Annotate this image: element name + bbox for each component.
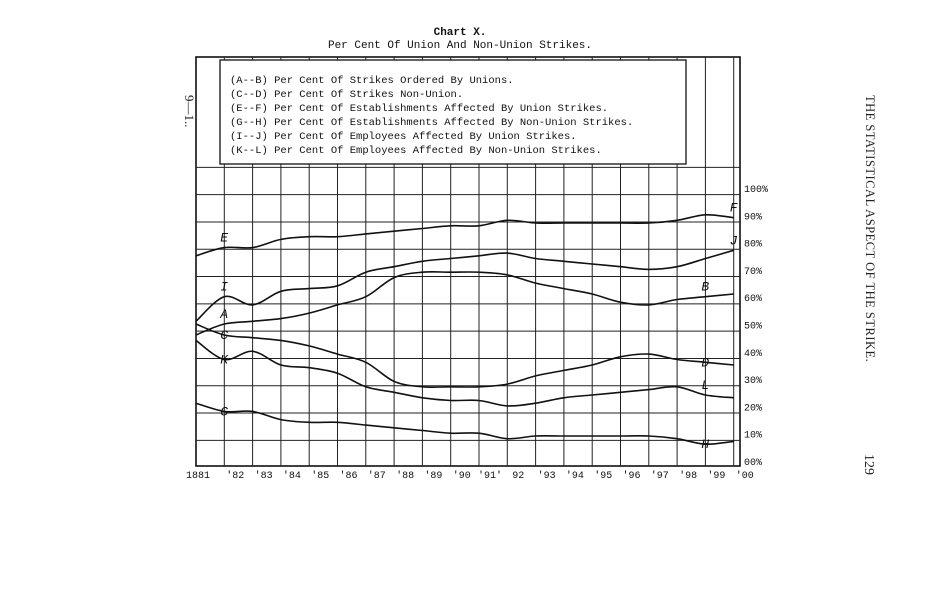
curve-label: A [219, 307, 228, 322]
curve-labels: E F J I B ACK DL G H [219, 201, 737, 453]
legend-box [219, 59, 687, 165]
x-tick-label: '98 [679, 470, 697, 482]
series-line-g-h [195, 402, 734, 446]
x-tick-label: '97 [651, 470, 669, 482]
y-tick-label: 30% [744, 376, 762, 387]
y-tick-label: 40% [744, 349, 762, 360]
x-tick-label: 1881 [186, 471, 210, 482]
x-tick-label: '91' [478, 470, 502, 482]
x-tick-label: '85 [311, 470, 329, 482]
legend-entry: (C--D) Per Cent Of Strikes Non-Union. [230, 89, 463, 101]
y-tick-label: 100% [744, 185, 768, 196]
y-tick-label: 50% [744, 322, 762, 333]
legend-entry: (A--B) Per Cent Of Strikes Ordered By Un… [230, 75, 514, 87]
x-tick-label: '86 [339, 470, 357, 482]
series-line-k-l [195, 339, 734, 407]
y-tick-label: 80% [744, 240, 762, 251]
y-tick-label: 20% [744, 403, 762, 414]
curve-label: J [730, 233, 738, 248]
x-tick-label: '84 [283, 470, 301, 482]
x-tick-label: '99 [707, 470, 725, 482]
chart-series [195, 213, 734, 446]
x-tick-label: '89 [424, 470, 442, 482]
x-tick-label: '00 [736, 470, 754, 482]
legend-entry: (K--L) Per Cent Of Employees Affected By… [230, 145, 602, 157]
series-line-a-b [195, 271, 734, 336]
curve-label: K [220, 353, 229, 368]
axis-ticks: 1881 '82 '83 '84 '85 '86 '87 '88 '89 '90 '91' 92 '93… [186, 185, 768, 482]
curve-label: F [730, 201, 738, 216]
legend-entry: (G--H) Per Cent Of Establishments Affect… [230, 117, 633, 129]
x-tick-label: '96 [622, 470, 640, 482]
x-tick-label: '90 [453, 470, 471, 482]
x-tick-label: '94 [566, 470, 584, 482]
chart-subtitle: Per Cent Of Union And Non-Union Strikes. [327, 40, 593, 52]
curve-label: E [220, 231, 228, 246]
curve-label: B [701, 280, 709, 295]
curve-label: H [701, 437, 709, 452]
x-tick-label: '82 [226, 470, 244, 482]
curve-label: G [220, 404, 228, 419]
y-tick-label: 10% [744, 431, 762, 442]
chart-frame [195, 56, 741, 467]
y-tick-label: 00% [744, 458, 762, 469]
legend-entry: (I--J) Per Cent Of Employees Affected By… [230, 131, 577, 143]
x-tick-label: '93 [538, 470, 556, 482]
series-line-e-f [195, 213, 734, 257]
x-tick-label: '87 [368, 470, 386, 482]
chart-legend: (A--B) Per Cent Of Strikes Ordered By Un… [219, 59, 687, 165]
curve-label: C [220, 328, 228, 343]
y-tick-label: 60% [744, 294, 762, 305]
curve-label: L [701, 378, 709, 393]
x-tick-label: '83 [255, 470, 273, 482]
legend-entry: (E--F) Per Cent Of Establishments Affect… [230, 103, 608, 115]
x-tick-label: '88 [396, 470, 414, 482]
curve-label: I [220, 280, 228, 295]
chart-title: Chart X. [433, 27, 487, 39]
y-tick-label: 70% [744, 267, 762, 278]
x-tick-label: 92 [512, 471, 524, 482]
y-tick-label: 90% [744, 212, 762, 223]
x-tick-label: '95 [594, 470, 612, 482]
series-line-c-d [195, 323, 734, 388]
series-line-i-j [195, 249, 734, 322]
curve-label: D [701, 355, 709, 370]
